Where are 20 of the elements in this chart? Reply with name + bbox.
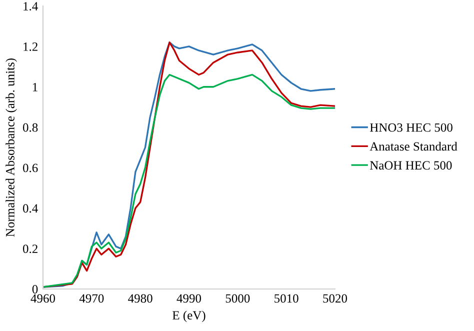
y-tick-label: 0.6 [22,164,38,172]
y-tick-label: 0.2 [22,244,38,254]
y-tick-label: 1.4 [24,2,38,11]
y-tick-label: 1.2 [24,42,38,51]
x-tick-label: 4970 [79,294,104,303]
y-tick-label: 1 [32,82,38,92]
x-tick-label: 5000 [226,294,250,303]
x-tick-label: 4980 [128,294,152,303]
y-tick-label: 0.8 [22,123,38,132]
legend-label: NaOH HEC 500 [370,161,452,170]
x-tick-label: 5020 [323,294,348,303]
y-tick-label: 0 [32,285,38,294]
x-tick-label: 4960 [30,294,56,303]
y-tick-label: 0.4 [22,204,38,213]
legend-label: HNO3 HEC 500 [370,123,452,132]
x-tick-label: 4990 [176,294,202,303]
y-axis-title: Normalized Absorbance (arb. units) [6,58,17,237]
legend-label: Anatase Standard [370,142,458,151]
x-axis-title: E (eV) [172,310,206,322]
x-tick-label: 5010 [274,294,298,303]
